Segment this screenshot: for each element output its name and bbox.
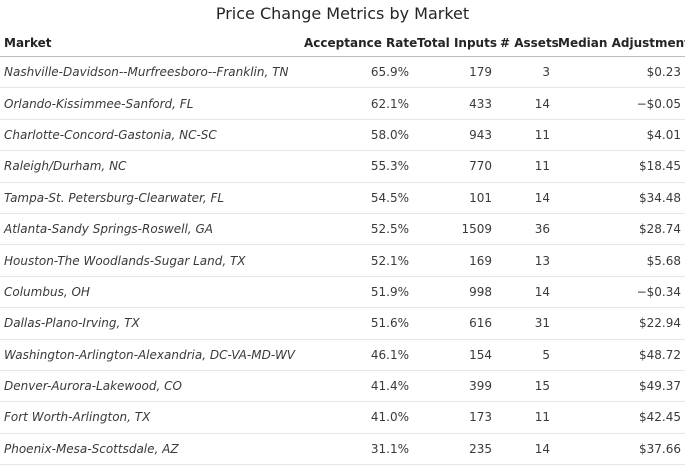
median-adjustment-cell: −$0.05 [554,87,685,120]
acceptance-rate-cell: 62.1% [300,87,413,120]
total-inputs-cell: 770 [413,150,496,183]
median-adjustment-cell: $37.66 [554,433,685,465]
table-row[interactable]: Orlando-Kissimmee-Sanford, FL 62.1% 433 14−… [0,87,685,120]
median-adjustment-cell: $48.72 [554,339,685,371]
median-adjustment-cell: $34.48 [554,182,685,214]
table-row[interactable]: Fort Worth-Arlington, TX 41.0% 173 11 $42.45 [0,401,685,434]
median-adjustment-cell: $49.37 [554,370,685,403]
acceptance-rate-cell: 51.6% [300,307,413,340]
table-row[interactable]: Atlanta-Sandy Springs-Roswell, GA 52.5% 15… [0,213,685,246]
acceptance-rate-cell: 54.5% [300,182,413,214]
acceptance-rate-cell: 65.9% [300,56,413,89]
total-inputs-cell: 943 [413,119,496,152]
market-cell: Atlanta-Sandy Springs-Roswell, GA [0,213,300,246]
median-adjustment-cell: $28.74 [554,213,685,246]
assets-cell: 5 [496,339,554,371]
assets-cell: 36 [496,213,554,246]
assets-cell: 14 [496,182,554,214]
total-inputs-cell: 399 [413,370,496,403]
assets-cell: 15 [496,370,554,403]
total-inputs-cell: 173 [413,401,496,434]
header-row: Market Acceptance Rate Total Inputs # As… [0,30,685,57]
total-inputs-cell: 998 [413,276,496,309]
total-inputs-cell: 616 [413,307,496,340]
table-row[interactable]: Raleigh/Durham, NC 55.3% 770 11 $18.45 [0,150,685,183]
median-adjustment-cell: −$0.34 [554,276,685,309]
median-adjustment-cell: $18.45 [554,150,685,183]
market-cell: Columbus, OH [0,276,300,309]
table-title: Price Change Metrics by Market [215,4,470,23]
acceptance-rate-cell: 52.1% [300,244,413,277]
market-cell: Raleigh/Durham, NC [0,150,300,183]
market-cell: Orlando-Kissimmee-Sanford, FL [0,87,300,120]
market-cell: Denver-Aurora-Lakewood, CO [0,370,300,403]
table-row[interactable]: Phoenix-Mesa-Scottsdale, AZ 31.1% 235 14 $37… [0,433,685,465]
assets-cell: 13 [496,244,554,277]
table-row[interactable]: Charlotte-Concord-Gastonia, NC-SC 58.0% 94… [0,119,685,152]
total-inputs-cell: 169 [413,244,496,277]
assets-cell: 31 [496,307,554,340]
market-cell: Phoenix-Mesa-Scottsdale, AZ [0,433,300,465]
market-cell: Fort Worth-Arlington, TX [0,401,300,434]
acceptance-rate-cell: 41.0% [300,401,413,434]
total-inputs-cell: 235 [413,433,496,465]
table-row[interactable]: Nashville-Davidson--Murfreesboro--Frankl… [0,56,685,89]
table-row[interactable]: Tampa-St. Petersburg-Clearwater, FL 54.5%… [0,182,685,214]
total-inputs-cell: 433 [413,87,496,120]
column-header-total-inputs[interactable]: Total Inputs [413,30,497,57]
column-header-assets[interactable]: # Assets [496,30,559,57]
total-inputs-cell: 101 [413,182,496,214]
market-cell: Dallas-Plano-Irving, TX [0,307,300,340]
assets-cell: 14 [496,276,554,309]
assets-cell: 14 [496,87,554,120]
market-cell: Tampa-St. Petersburg-Clearwater, FL [0,182,300,214]
table-body: Nashville-Davidson--Murfreesboro--Frankl… [0,56,685,465]
acceptance-rate-cell: 46.1% [300,339,413,371]
assets-cell: 3 [496,56,554,89]
table-row[interactable]: Denver-Aurora-Lakewood, CO 41.4% 399 15 $49.… [0,370,685,403]
assets-cell: 11 [496,119,554,152]
median-adjustment-cell: $42.45 [554,401,685,434]
assets-cell: 11 [496,150,554,183]
acceptance-rate-cell: 41.4% [300,370,413,403]
table-row[interactable]: Columbus, OH 51.9% 998 14 −$0.34 [0,276,685,309]
table-row[interactable]: Dallas-Plano-Irving, TX 51.6% 616 31 $22.94 [0,307,685,340]
column-header-acceptance-rate[interactable]: Acceptance Rate [300,30,417,57]
table-row[interactable]: Houston-The Woodlands-Sugar Land, TX 52.1… [0,244,685,277]
acceptance-rate-cell: 31.1% [300,433,413,465]
assets-cell: 11 [496,401,554,434]
total-inputs-cell: 179 [413,56,496,89]
market-cell: Charlotte-Concord-Gastonia, NC-SC [0,119,300,152]
assets-cell: 14 [496,433,554,465]
market-cell: Nashville-Davidson--Murfreesboro--Frankl… [0,56,300,89]
median-adjustment-cell: $22.94 [554,307,685,340]
column-header-median-adjustment[interactable]: Median Adjustment [554,30,685,57]
total-inputs-cell: 154 [413,339,496,371]
acceptance-rate-cell: 52.5% [300,213,413,246]
total-inputs-cell: 1509 [413,213,496,246]
median-adjustment-cell: $5.68 [554,244,685,277]
acceptance-rate-cell: 55.3% [300,150,413,183]
metrics-table: Market Acceptance Rate Total Inputs # As… [0,30,685,465]
acceptance-rate-cell: 51.9% [300,276,413,309]
table-row[interactable]: Washington-Arlington-Alexandria, DC-VA-M… [0,339,685,371]
column-header-market[interactable]: Market [0,30,300,57]
acceptance-rate-cell: 58.0% [300,119,413,152]
market-cell: Washington-Arlington-Alexandria, DC-VA-M… [0,339,300,371]
median-adjustment-cell: $0.23 [554,56,685,89]
market-cell: Houston-The Woodlands-Sugar Land, TX [0,244,300,277]
median-adjustment-cell: $4.01 [554,119,685,152]
